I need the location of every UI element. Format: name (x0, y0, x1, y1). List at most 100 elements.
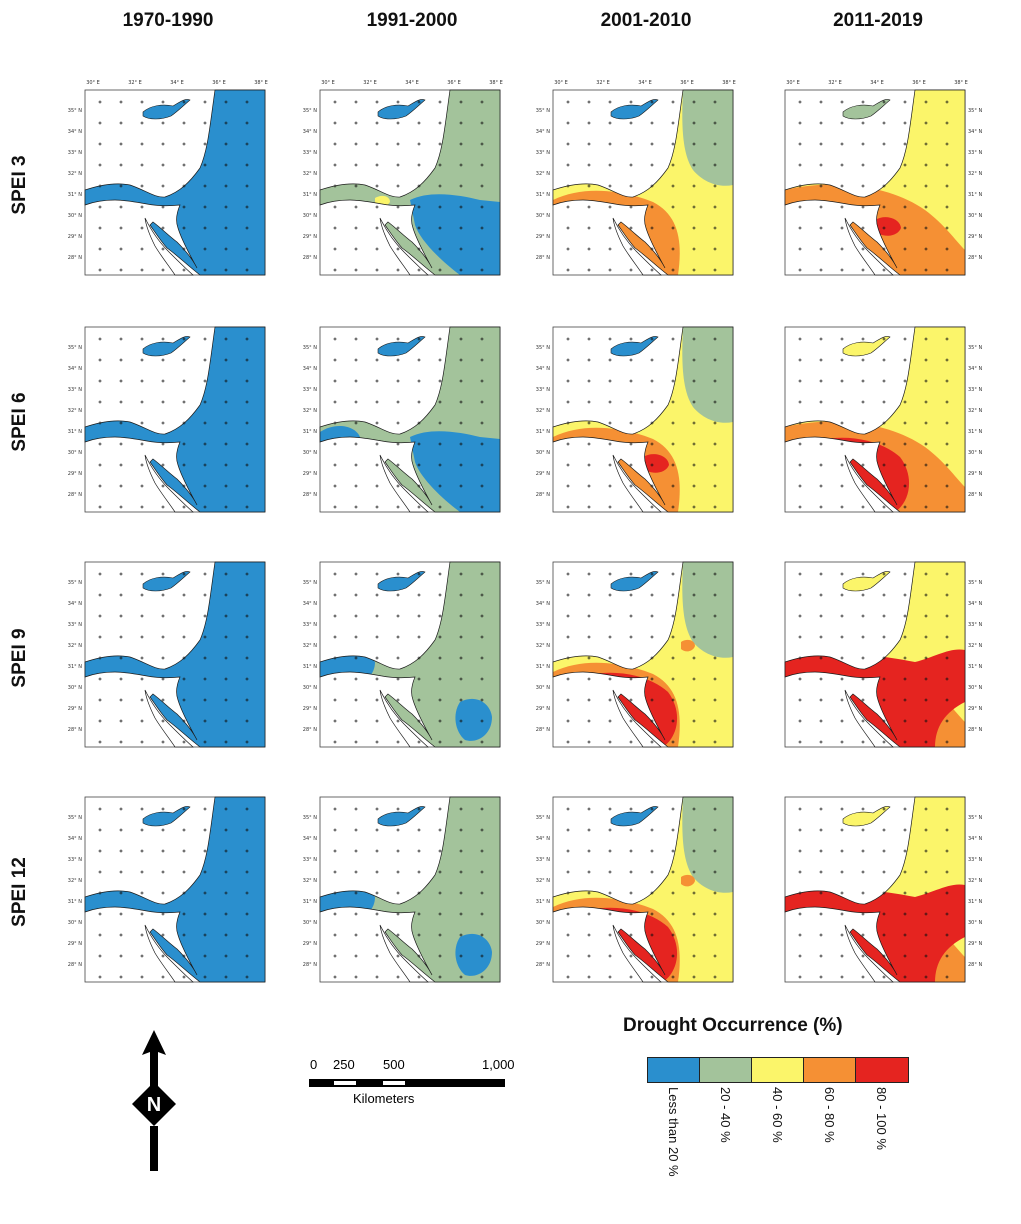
lat-label: 34° N (536, 366, 550, 372)
map-panel-spei-3-2001-2010: 35° N 34° N 33° N 32° N 31° N 30° N 29° N 28° N… (536, 80, 736, 276)
lat-label: 30° N (536, 213, 550, 219)
lat-label: 31° N (303, 664, 317, 670)
lat-label: 32° N (536, 643, 550, 649)
lat-label: 30° N (536, 685, 550, 691)
lon-label: 38° E (254, 80, 268, 86)
lat-label: 34° N (968, 836, 982, 842)
map-panel-spei-9-2011-2019: 35° N 34° N 33° N 32° N 31° N 30° N 29° N 28° N (784, 561, 982, 748)
legend-label-text: Less than 20 % (666, 1087, 681, 1177)
lat-label: 28° N (968, 492, 982, 498)
legend-swatch-3 (804, 1058, 856, 1082)
lat-label: 32° N (68, 643, 82, 649)
lat-label: 34° N (968, 129, 982, 135)
cyprus-island (142, 99, 191, 120)
legend: Drought Occurrence (%) Less than 20 % 20… (615, 1015, 915, 1220)
lat-label: 28° N (536, 255, 550, 261)
legend-swatch-1 (700, 1058, 752, 1082)
lon-label: 36° E (912, 80, 926, 86)
lat-label: 34° N (68, 836, 82, 842)
legend-swatch-2 (752, 1058, 804, 1082)
lon-label: 30° E (86, 80, 100, 86)
lat-label: 32° N (303, 408, 317, 414)
cyprus-island (377, 99, 426, 120)
scale-tick-0: 0 (310, 1057, 317, 1072)
lat-label: 32° N (303, 171, 317, 177)
lat-label: 33° N (536, 622, 550, 628)
lat-label: 34° N (968, 366, 982, 372)
lat-label: 31° N (536, 664, 550, 670)
lat-label: 28° N (968, 727, 982, 733)
lat-label: 32° N (68, 171, 82, 177)
lat-label: 35° N (303, 580, 317, 586)
lat-label: 30° N (968, 685, 982, 691)
lat-label: 33° N (68, 150, 82, 156)
lat-label: 31° N (303, 429, 317, 435)
row-label-spei-9: SPEI 9 (0, 558, 40, 758)
row-label-text: SPEI 6 (9, 392, 30, 452)
lat-label: 28° N (536, 727, 550, 733)
lat-label: 35° N (303, 345, 317, 351)
map-panel-spei-9-1970-1990: 35° N 34° N 33° N 32° N 31° N 30° N 29° N 28° N (68, 561, 266, 748)
lat-label: 30° N (968, 450, 982, 456)
lat-label: 31° N (968, 192, 982, 198)
lat-label: 29° N (303, 706, 317, 712)
lat-label: 28° N (68, 255, 82, 261)
legend-label-text: 60 - 80 % (822, 1087, 837, 1143)
lat-label: 30° N (968, 213, 982, 219)
column-title-1991-2000: 1991-2000 (366, 10, 458, 31)
lat-label: 30° N (68, 920, 82, 926)
lat-label: 29° N (536, 941, 550, 947)
lat-label: 35° N (968, 815, 982, 821)
cyprus-island (610, 571, 659, 592)
lon-label: 30° E (786, 80, 800, 86)
lat-label: 29° N (968, 941, 982, 947)
row-label-text: SPEI 9 (9, 628, 30, 688)
lat-label: 29° N (303, 234, 317, 240)
legend-label-1: 20 - 40 % (714, 1087, 736, 1217)
map-panel-spei-9-1991-2000: 35° N 34° N 33° N 32° N 31° N 30° N 29° N 28° N (303, 561, 501, 748)
lat-label: 28° N (68, 962, 82, 968)
legend-label-text: 20 - 40 % (718, 1087, 733, 1143)
lat-label: 33° N (303, 387, 317, 393)
lat-label: 29° N (536, 706, 550, 712)
column-title-2001-2010: 2001-2010 (600, 10, 692, 31)
lat-label: 33° N (968, 622, 982, 628)
lat-label: 34° N (68, 129, 82, 135)
lat-label: 30° N (68, 450, 82, 456)
lon-label: 30° E (554, 80, 568, 86)
lon-label: 32° E (596, 80, 610, 86)
lat-label: 34° N (303, 129, 317, 135)
lat-label: 33° N (536, 857, 550, 863)
map-panel-spei-12-2011-2019: 35° N 34° N 33° N 32° N 31° N 30° N 29° N 28° N (784, 796, 982, 983)
lat-label: 32° N (303, 878, 317, 884)
lat-label: 29° N (536, 471, 550, 477)
lon-label: 36° E (447, 80, 461, 86)
lat-label: 33° N (303, 857, 317, 863)
lat-label: 32° N (68, 878, 82, 884)
lon-label: 36° E (680, 80, 694, 86)
lat-label: 34° N (303, 366, 317, 372)
lon-label: 34° E (870, 80, 884, 86)
cyprus-island (377, 806, 426, 827)
legend-label-text: 40 - 60 % (770, 1087, 785, 1143)
lat-label: 35° N (68, 345, 82, 351)
row-label-spei-12: SPEI 12 (0, 792, 40, 992)
lat-label: 35° N (68, 580, 82, 586)
lat-label: 30° N (68, 213, 82, 219)
lat-label: 34° N (968, 601, 982, 607)
lat-label: 34° N (68, 601, 82, 607)
map-panel-spei-12-2001-2010: 35° N 34° N 33° N 32° N 31° N 30° N 29° N 28° N (536, 796, 734, 983)
scale-unit: Kilometers (353, 1091, 415, 1106)
lat-label: 28° N (968, 255, 982, 261)
cyprus-island (842, 571, 891, 592)
lat-label: 33° N (968, 857, 982, 863)
lat-label: 35° N (536, 345, 550, 351)
legend-label-text: 80 - 100 % (874, 1087, 889, 1150)
lat-label: 34° N (536, 836, 550, 842)
cyprus-island (610, 99, 659, 120)
lat-label: 31° N (68, 899, 82, 905)
lat-label: 31° N (968, 664, 982, 670)
lat-label: 31° N (68, 429, 82, 435)
cyprus-island (142, 571, 191, 592)
map-panel-spei-6-1991-2000: 35° N 34° N 33° N 32° N 31° N 30° N 29° N 28° N (303, 326, 501, 513)
